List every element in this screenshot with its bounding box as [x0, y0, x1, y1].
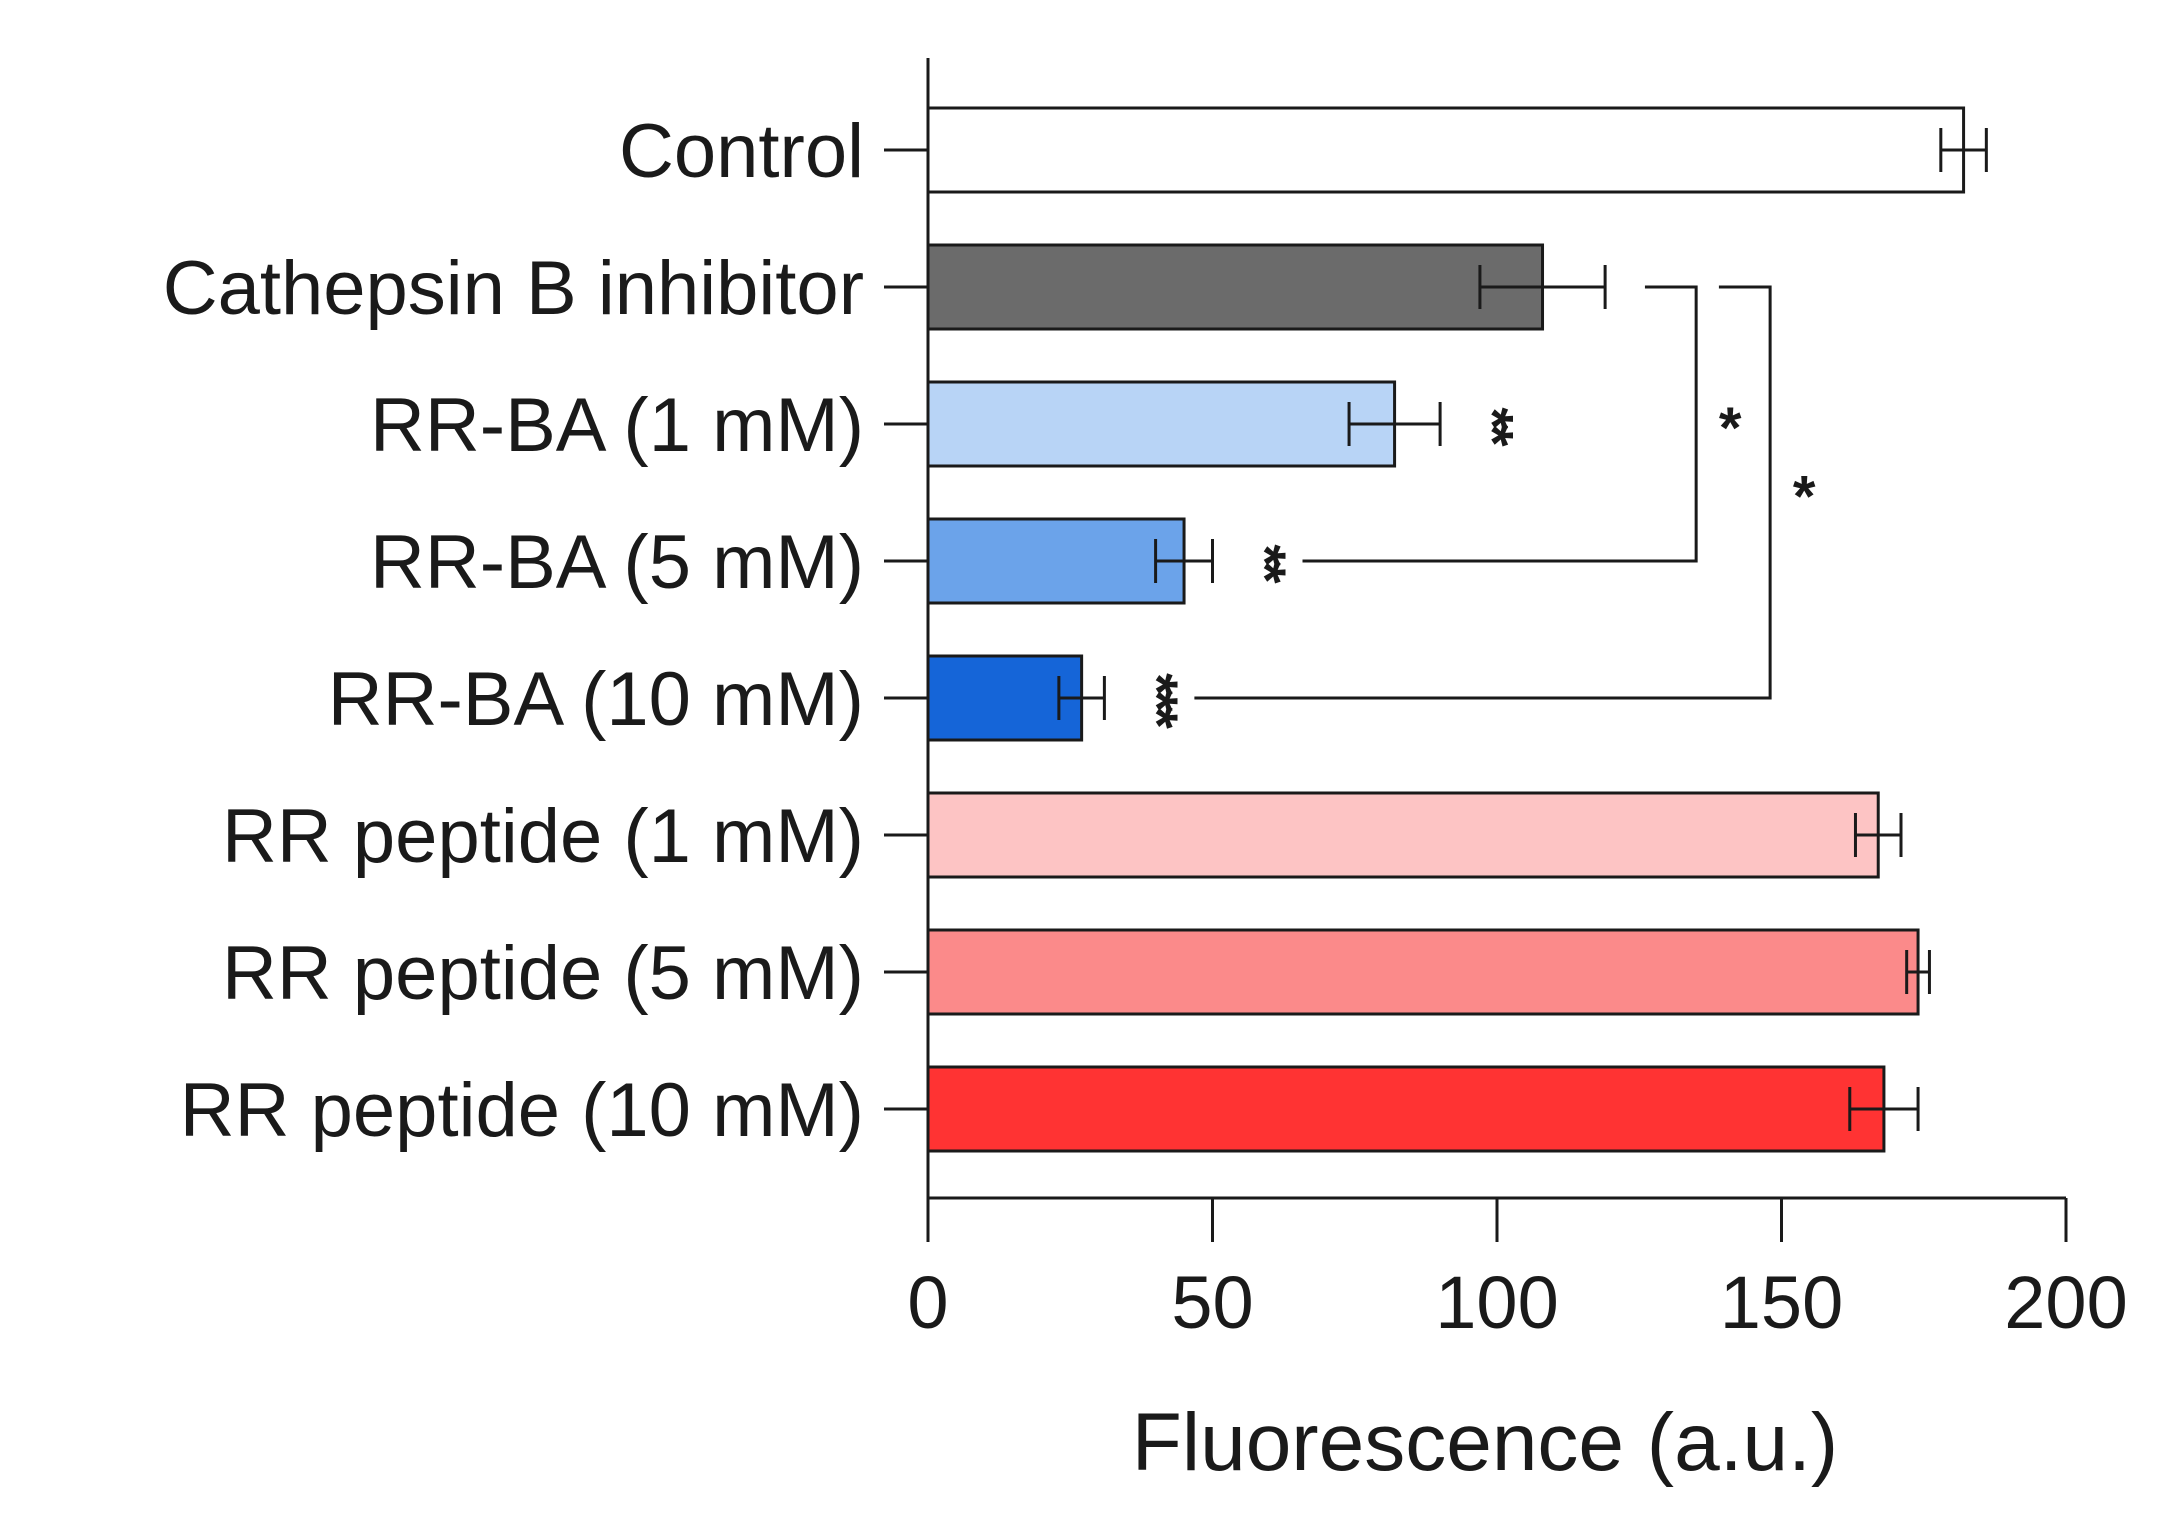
category-label: RR-BA (1 mM)	[370, 383, 864, 468]
error-bar	[1905, 950, 1931, 994]
error-bar	[1848, 1087, 1920, 1131]
x-tick-label: 200	[2004, 1261, 2127, 1344]
bar	[926, 243, 1545, 331]
comparison-bracket: *	[1194, 285, 1816, 700]
significance-stars: **	[1460, 407, 1525, 447]
bracket-significance: *	[1719, 396, 1742, 461]
bracket-significance: *	[1793, 465, 1816, 530]
error-bar	[1939, 128, 1988, 172]
x-tick-label: 150	[1720, 1261, 1843, 1344]
error-bar	[1853, 813, 1903, 857]
category-label: RR-BA (10 mM)	[328, 657, 864, 742]
bracket-line	[1302, 285, 1698, 563]
error-bar	[1154, 539, 1214, 583]
x-axis-title: Fluorescence (a.u.)	[1132, 1397, 1838, 1488]
x-tick-label: 0	[907, 1261, 948, 1344]
category-label: RR-BA (5 mM)	[370, 520, 864, 605]
category-label: Control	[619, 109, 864, 194]
x-tick-label: 50	[1171, 1261, 1253, 1344]
significance-layer: *********	[1124, 285, 1816, 729]
significance-stars: ***	[1124, 673, 1189, 729]
error-bar	[1057, 676, 1106, 720]
x-tick-label: 100	[1435, 1261, 1558, 1344]
bar	[926, 517, 1186, 605]
category-label: RR peptide (1 mM)	[222, 794, 864, 879]
comparison-bracket: *	[1302, 285, 1742, 563]
error-bar	[1347, 402, 1442, 446]
axes-layer	[884, 58, 2068, 1242]
bar	[926, 928, 1920, 1016]
bar	[926, 1065, 1886, 1153]
significance-stars: **	[1232, 544, 1297, 584]
category-labels: Control Cathepsin B inhibitor RR-BA (1 mM)…	[163, 109, 864, 1153]
category-label: RR peptide (5 mM)	[222, 931, 864, 1016]
bars-layer	[926, 106, 1988, 1153]
x-tick-labels: 0 50 100 150 200	[907, 1261, 2127, 1344]
category-label: Cathepsin B inhibitor	[163, 246, 864, 331]
bar	[926, 380, 1397, 468]
bar	[926, 106, 1966, 194]
bar	[926, 791, 1880, 879]
bar	[926, 654, 1084, 742]
bracket-line	[1194, 285, 1772, 700]
category-label: RR peptide (10 mM)	[180, 1068, 864, 1153]
error-bar	[1478, 265, 1607, 309]
